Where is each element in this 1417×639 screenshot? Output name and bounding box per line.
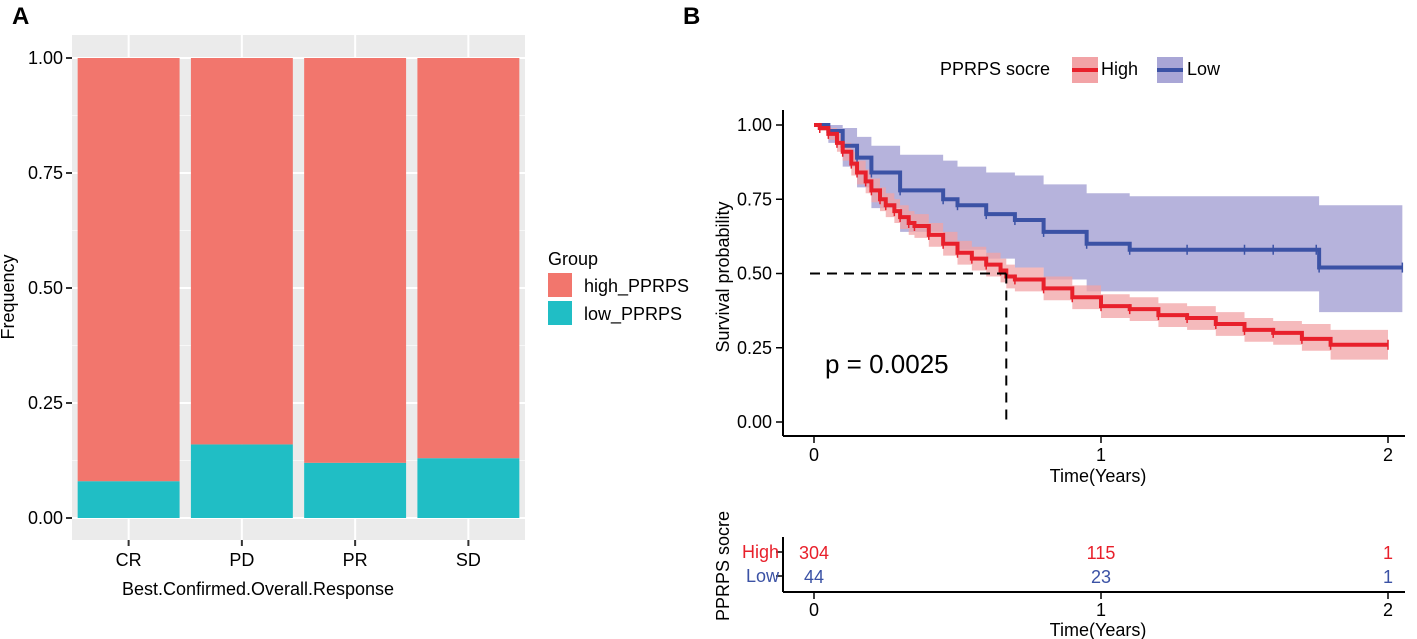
legend-swatch-low-ppprs <box>548 301 572 325</box>
x-tick-label: CR <box>116 550 142 570</box>
risk-table-x-axis-title: Time(Years) <box>1050 620 1147 639</box>
km-y-ticks: 0.00 0.25 0.50 0.75 1.00 <box>737 115 783 432</box>
panel-b: B PPRPS socre High Low 0.00 0.25 0.50 0.75 1… <box>683 3 1405 639</box>
km-y-tick-label: 0.00 <box>737 412 772 432</box>
risk-low-t1: 23 <box>1091 567 1111 587</box>
x-tick-label: PD <box>229 550 254 570</box>
risk-low-t0: 44 <box>804 567 824 587</box>
ci-band-high <box>814 125 1388 360</box>
bar-sd-low-pprps <box>417 458 520 518</box>
panel-a-x-axis-title: Best.Confirmed.Overall.Response <box>122 579 394 599</box>
panel-a-y-axis-title: Frequency <box>0 254 18 339</box>
km-median-line <box>810 272 1008 422</box>
km-y-tick-label: 0.50 <box>737 264 772 284</box>
risk-table-row-label-low: Low <box>746 566 780 586</box>
risk-x-tick-label: 2 <box>1383 600 1393 620</box>
risk-x-tick-label: 1 <box>1096 600 1106 620</box>
km-x-tick-label: 2 <box>1383 445 1393 465</box>
risk-x-tick-label: 0 <box>809 600 819 620</box>
legend-swatch-high-ppprs <box>548 273 572 297</box>
panel-a-y-ticks: 0.00 0.25 0.50 0.75 1.00 <box>28 48 72 528</box>
panel-a: A 0.00 0.25 0.50 0.75 1.00 CR PD PR SD Best.Con… <box>0 3 689 599</box>
km-y-axis-title: Survival probability <box>713 201 733 352</box>
legend-label-low-ppprs: low_PPRPS <box>584 304 682 325</box>
x-tick-label: PR <box>343 550 368 570</box>
km-x-tick-label: 0 <box>809 445 819 465</box>
risk-table-x-ticks: 0 1 2 <box>809 592 1393 620</box>
panel-b-label: B <box>683 3 700 30</box>
panel-a-legend: Group high_PPRPS low_PPRPS <box>548 249 689 325</box>
ci-band-low <box>814 125 1403 313</box>
risk-high-t0: 304 <box>799 543 829 563</box>
risk-high-t1: 115 <box>1087 543 1116 563</box>
km-legend-low-label: Low <box>1187 59 1221 79</box>
km-y-tick-label: 1.00 <box>737 115 772 135</box>
y-tick-label: 1.00 <box>28 48 63 68</box>
km-confidence-bands <box>814 125 1403 360</box>
panel-b-legend: PPRPS socre High Low <box>940 57 1221 83</box>
km-y-tick-label: 0.25 <box>737 338 772 358</box>
km-y-tick-label: 0.75 <box>737 189 772 209</box>
legend-label-high-ppprs: high_PPRPS <box>584 276 689 297</box>
bar-cr-high-pprps <box>77 58 180 482</box>
bar-pr-high-pprps <box>304 58 407 463</box>
km-x-axis-title: Time(Years) <box>1050 466 1147 486</box>
panel-a-x-ticks: CR PD PR SD <box>116 540 481 570</box>
y-tick-label: 0.25 <box>28 393 63 413</box>
legend-title: Group <box>548 249 598 269</box>
risk-high-t2: 1 <box>1383 543 1393 563</box>
bar-pd-high-pprps <box>190 58 293 445</box>
risk-low-t2: 1 <box>1383 567 1393 587</box>
km-x-ticks: 0 1 2 <box>809 436 1393 465</box>
km-p-value: p = 0.0025 <box>825 349 949 379</box>
panel-a-bars <box>77 58 520 518</box>
km-survival-curves <box>814 122 1404 350</box>
panel-a-label: A <box>12 3 29 30</box>
bar-pr-low-pprps <box>304 462 407 518</box>
km-legend-title: PPRPS socre <box>940 59 1050 79</box>
risk-table-y-axis-title: PPRPS socre <box>713 511 733 621</box>
bar-sd-high-pprps <box>417 58 520 459</box>
x-tick-label: SD <box>456 550 481 570</box>
risk-table: 0 1 2 High Low 304 115 1 44 23 1 Time(Year… <box>713 511 1405 639</box>
y-tick-label: 0.50 <box>28 278 63 298</box>
bar-cr-low-pprps <box>77 481 180 518</box>
bar-pd-low-pprps <box>190 444 293 518</box>
y-tick-label: 0.00 <box>28 508 63 528</box>
km-x-tick-label: 1 <box>1096 445 1106 465</box>
risk-table-row-label-high: High <box>742 542 779 562</box>
y-tick-label: 0.75 <box>28 163 63 183</box>
km-legend-high-label: High <box>1101 59 1138 79</box>
